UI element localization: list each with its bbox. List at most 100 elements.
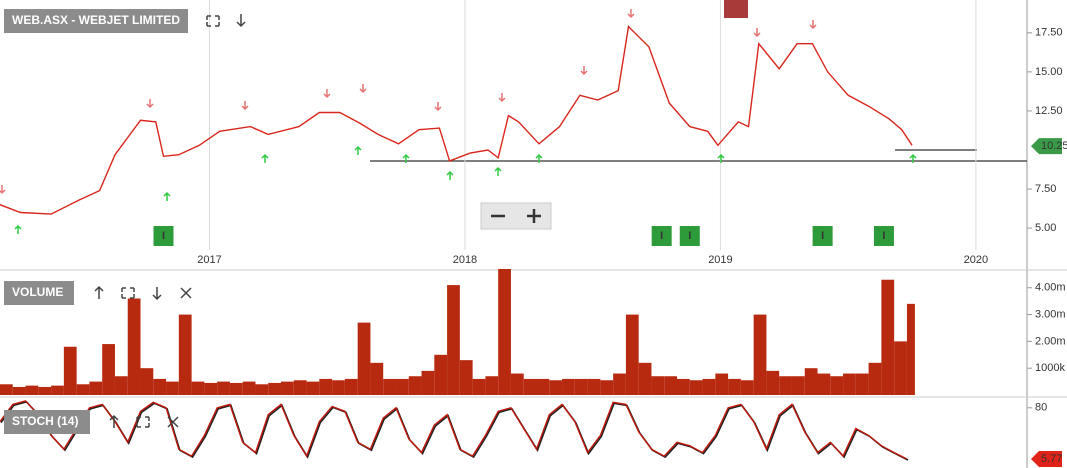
signal-arrows: [0, 9, 917, 234]
panel-title: STOCH (14): [12, 414, 78, 428]
bar: [894, 341, 907, 395]
bar: [421, 370, 435, 395]
bar: [881, 279, 895, 395]
y-tick-label: 15.00: [1035, 66, 1063, 78]
expand-icon[interactable]: [121, 287, 135, 299]
bar: [25, 385, 39, 395]
expand-icon[interactable]: [136, 416, 150, 428]
bar: [651, 376, 665, 395]
event-marker: [651, 226, 672, 246]
y-tick-label: 12.50: [1035, 105, 1063, 117]
up-icon[interactable]: [109, 414, 119, 428]
event-marker: [873, 226, 894, 246]
bar: [906, 303, 915, 395]
bar: [447, 285, 460, 395]
event-marker-label: I: [821, 230, 824, 242]
bar: [89, 381, 103, 395]
panel-title: WEB.ASX - WEBJET LIMITED: [12, 13, 180, 27]
stoch-header: STOCH (14): [4, 410, 179, 434]
volume-header: VOLUME: [4, 281, 192, 305]
y-tick-label: 7.50: [1035, 183, 1056, 195]
bar: [830, 376, 844, 395]
bar: [689, 380, 703, 395]
last-value-tag: [1031, 451, 1062, 468]
event-flag: [724, 0, 748, 18]
bar: [114, 376, 128, 395]
down-icon[interactable]: [236, 14, 246, 28]
bar: [791, 376, 805, 395]
bar: [63, 346, 77, 395]
bar: [779, 376, 792, 395]
bar: [868, 362, 882, 395]
bar: [332, 380, 345, 395]
bar: [536, 378, 550, 395]
bar: [562, 378, 575, 395]
bar: [38, 386, 52, 395]
bar: [715, 373, 729, 395]
bar: [498, 269, 511, 395]
header-box: [4, 281, 74, 305]
bar: [140, 368, 154, 395]
event-marker-label: I: [882, 230, 885, 242]
x-tick-label: 2019: [708, 254, 732, 266]
bar: [306, 381, 320, 395]
event-marker: [812, 226, 833, 246]
bar: [383, 378, 396, 395]
bar: [638, 362, 652, 395]
bar: [549, 380, 563, 395]
expand-icon[interactable]: [206, 15, 220, 27]
x-tick-label: 2017: [197, 254, 221, 266]
close-icon[interactable]: [167, 416, 179, 428]
event-marker-label: I: [660, 230, 663, 242]
event-marker: [679, 226, 700, 246]
last-value-tag: [1031, 138, 1062, 155]
bar: [485, 376, 499, 395]
bar: [102, 344, 115, 395]
bar: [153, 378, 167, 395]
bar: [408, 376, 422, 395]
bar: [740, 380, 754, 395]
bar: [728, 378, 741, 395]
bar: [523, 378, 537, 395]
bar: [51, 385, 64, 395]
y-tick-label: 3.00m: [1035, 308, 1066, 320]
bar: [664, 376, 678, 395]
bar: [319, 378, 333, 395]
bar: [344, 378, 358, 395]
bar: [268, 382, 282, 395]
bar: [613, 373, 626, 395]
y-tick-label: 4.00m: [1035, 282, 1066, 294]
bar: [510, 373, 524, 395]
y-tick-label: 5.00: [1035, 222, 1056, 234]
bar: [357, 322, 371, 395]
bar: [191, 381, 205, 395]
line: [0, 25, 913, 215]
price-header: WEB.ASX - WEBJET LIMITED: [4, 9, 246, 33]
zoom-controls: [480, 202, 552, 230]
bar: [817, 373, 831, 395]
event-marker-label: I: [162, 230, 165, 242]
bar: [242, 381, 256, 395]
up-icon[interactable]: [94, 285, 104, 299]
bar: [204, 382, 218, 395]
close-icon[interactable]: [180, 287, 192, 299]
bar: [178, 314, 192, 395]
header-box: [4, 410, 90, 434]
bar: [843, 373, 856, 395]
bar: [217, 381, 230, 395]
event-marker-label: I: [688, 230, 691, 242]
y-tick-label: 80: [1035, 402, 1047, 414]
header-box: [4, 9, 188, 33]
bar: [229, 382, 243, 395]
bar: [459, 360, 473, 395]
bar: [370, 362, 384, 395]
bar: [127, 298, 141, 395]
last-value-label: 10.25: [1041, 140, 1067, 152]
zoom-in[interactable]: [527, 209, 541, 223]
x-tick-label: 2020: [964, 254, 988, 266]
bar: [574, 378, 588, 395]
bar: [753, 314, 767, 395]
down-icon[interactable]: [152, 287, 162, 301]
buy-arrow: [14, 145, 917, 234]
